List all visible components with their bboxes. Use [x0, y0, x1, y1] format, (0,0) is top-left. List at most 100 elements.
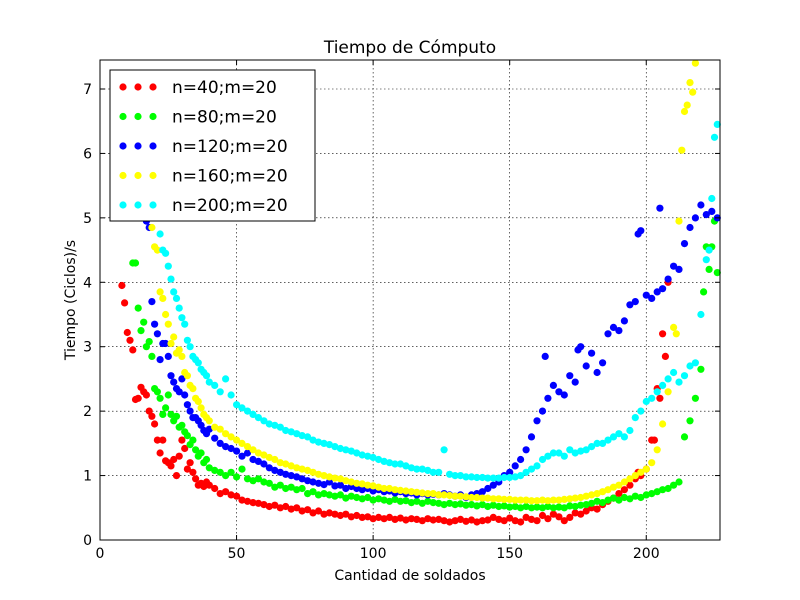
data-point: [549, 449, 558, 457]
data-point: [282, 502, 290, 511]
data-point: [254, 414, 262, 422]
data-point: [527, 504, 536, 512]
data-point: [653, 388, 661, 396]
data-point: [385, 513, 394, 522]
data-point: [435, 491, 443, 499]
data-point: [435, 468, 443, 476]
data-point: [233, 473, 241, 481]
data-point: [538, 511, 547, 520]
data-point: [424, 466, 432, 474]
data-point: [582, 362, 590, 370]
data-point: [642, 491, 650, 499]
data-point: [664, 375, 672, 383]
data-point: [260, 460, 268, 468]
data-point: [183, 432, 191, 440]
legend-marker: [149, 171, 157, 180]
data-point: [238, 404, 246, 412]
legend-marker: [119, 142, 127, 150]
data-point: [440, 446, 448, 454]
data-point: [697, 365, 705, 373]
data-point: [271, 501, 279, 509]
data-point: [271, 421, 279, 429]
data-point: [686, 362, 694, 370]
series-4: [140, 59, 700, 505]
y-tick-label: 2: [83, 404, 92, 420]
data-point: [462, 493, 470, 501]
data-point: [172, 412, 181, 420]
data-point: [648, 459, 656, 467]
data-point: [456, 500, 465, 508]
data-point: [347, 492, 355, 500]
x-tick-label: 150: [496, 546, 523, 562]
data-point: [626, 426, 634, 435]
data-point: [522, 496, 530, 504]
data-point: [615, 490, 623, 498]
data-point: [222, 430, 230, 438]
data-point: [473, 518, 481, 526]
data-point: [467, 493, 476, 502]
data-point: [309, 478, 317, 486]
data-point: [167, 372, 175, 380]
data-point: [599, 359, 607, 367]
data-point: [500, 502, 508, 510]
data-point: [175, 304, 183, 312]
data-point: [347, 513, 355, 521]
legend-marker: [149, 201, 157, 209]
data-point: [642, 465, 650, 473]
legend-marker: [119, 112, 127, 121]
data-point: [369, 496, 377, 504]
legend-marker: [149, 142, 157, 150]
data-point: [342, 446, 350, 454]
chart-title: Tiempo de Cómputo: [323, 38, 496, 58]
data-point: [358, 486, 366, 494]
data-point: [347, 478, 355, 486]
data-point: [705, 246, 713, 254]
data-point: [380, 484, 388, 493]
data-point: [538, 504, 547, 512]
data-point: [325, 478, 333, 486]
data-point: [178, 375, 186, 383]
data-point: [517, 518, 525, 526]
data-point: [609, 483, 618, 491]
data-point: [566, 502, 574, 510]
data-point: [320, 472, 328, 480]
y-axis-label: Tiempo (Ciclos)/s: [63, 240, 79, 361]
data-point: [418, 489, 426, 497]
data-point: [342, 477, 350, 485]
data-point: [164, 352, 172, 360]
x-tick-label: 0: [96, 546, 105, 562]
data-point: [615, 327, 623, 335]
data-point: [167, 275, 175, 283]
data-point: [175, 346, 183, 354]
data-point: [599, 488, 607, 496]
data-point: [189, 385, 197, 393]
data-point: [287, 505, 295, 513]
legend-marker: [119, 171, 127, 180]
data-point: [555, 513, 563, 521]
data-point: [385, 459, 394, 467]
data-point: [538, 407, 547, 415]
data-point: [227, 491, 235, 499]
data-point: [369, 482, 377, 490]
data-point: [527, 515, 536, 524]
data-point: [304, 477, 312, 485]
data-point: [353, 511, 361, 520]
legend-marker: [149, 83, 157, 91]
data-point: [533, 462, 541, 470]
data-point: [205, 481, 213, 489]
data-point: [413, 497, 421, 505]
data-point: [560, 495, 568, 503]
data-point: [364, 481, 372, 489]
data-point: [156, 288, 164, 296]
data-point: [560, 517, 568, 525]
data-point: [456, 492, 465, 500]
data-point: [446, 470, 454, 478]
data-point: [298, 475, 306, 483]
data-point: [637, 468, 645, 476]
legend-marker: [134, 171, 142, 180]
legend-label: n=40;m=20: [172, 78, 277, 98]
series-2: [129, 217, 721, 512]
data-point: [222, 443, 230, 451]
data-point: [620, 317, 629, 325]
data-point: [364, 493, 372, 502]
